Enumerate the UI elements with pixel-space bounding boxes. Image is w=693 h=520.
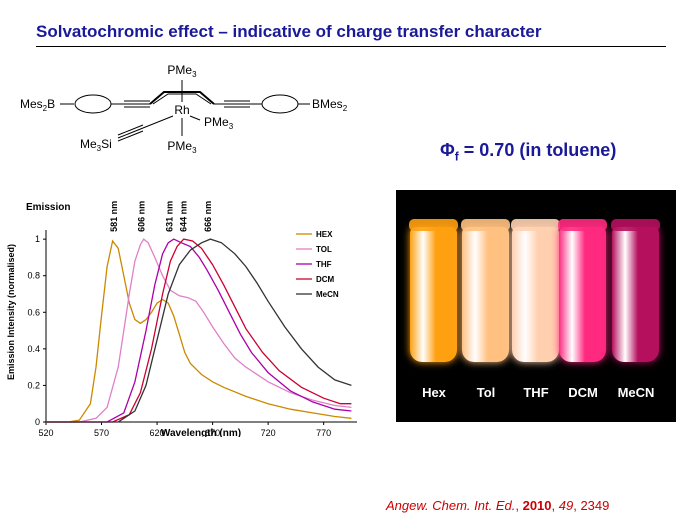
citation-page: 2349 <box>580 498 610 513</box>
x-tick-label: 770 <box>316 428 331 437</box>
y-tick-label: 1 <box>35 234 40 244</box>
series-line-thf <box>46 238 352 423</box>
mes2b-label: Mes2B <box>20 97 55 113</box>
peak-label-mecn: 666 nm <box>203 201 213 232</box>
legend-label-mecn: MeCN <box>316 290 339 299</box>
series-line-dcm <box>46 238 352 423</box>
y-axis-label: Emission Intensity (normalised) <box>6 244 16 380</box>
x-axis-label: Wavelength (nm) <box>161 428 241 437</box>
x-tick-label: 720 <box>261 428 276 437</box>
solvent-vials-photo: Hex Tol THF DCM MeCN <box>396 190 676 422</box>
emission-chart: Emission 520 570 620 670 720 770 0 0.2 0.4 0.6 0.8… <box>6 201 357 437</box>
vial-hex <box>409 219 458 362</box>
vial-label-thf: THF <box>523 385 549 400</box>
legend-label-dcm: DCM <box>316 275 335 284</box>
phi-symbol: Φ <box>440 140 455 160</box>
x-tick-label: 570 <box>94 428 109 437</box>
y-tick-label: 0.4 <box>27 344 40 354</box>
citation-journal: Angew. Chem. Int. Ed. <box>386 498 516 513</box>
vial-label-dcm: DCM <box>568 385 598 400</box>
citation-separator: , <box>573 498 581 513</box>
vial-cap <box>558 219 607 231</box>
legend-label-hex: HEX <box>316 230 333 239</box>
y-tick-label: 0.8 <box>27 271 40 281</box>
series-line-hex <box>46 239 352 423</box>
legend-label-tol: TOL <box>316 245 332 254</box>
quantum-yield: Φf = 0.70 (in toluene) <box>440 140 616 164</box>
vial-cap <box>611 219 660 231</box>
alkyne-silyl-line-2 <box>117 127 144 139</box>
vial-dcm <box>558 219 607 362</box>
citation-separator: , <box>551 498 559 513</box>
vial-label-hex: Hex <box>422 385 446 400</box>
pme3-bottom-label: PMe3 <box>167 139 197 155</box>
alkyne-silyl-line-3 <box>117 130 144 142</box>
bond-rh-alkyne <box>142 115 174 129</box>
citation-volume: 49 <box>558 498 574 513</box>
title-divider <box>36 46 666 47</box>
peak-label-tol: 606 nm <box>137 201 147 232</box>
x-tick-label: 520 <box>38 428 53 437</box>
citation: Angew. Chem. Int. Ed., 2010, 49, 2349 <box>386 498 609 513</box>
alkyne-silyl-line-1 <box>117 124 144 136</box>
series-line-tol <box>46 238 352 423</box>
rh-label: Rh <box>174 103 189 117</box>
slide-title: Solvatochromic effect – indicative of ch… <box>36 22 542 41</box>
left-arene-ring <box>74 94 112 114</box>
phi-subscript: f <box>454 149 459 164</box>
right-arene-ring <box>261 94 299 114</box>
vial-label-mecn: MeCN <box>617 385 655 400</box>
bond-rh-pme3-right <box>189 115 201 121</box>
y-tick-label: 0.6 <box>27 307 40 317</box>
pme3-right-label: PMe3 <box>204 115 234 131</box>
vial-label-tol: Tol <box>476 385 496 400</box>
peak-label-dcm: 644 nm <box>179 201 189 232</box>
vial-cap <box>461 219 510 231</box>
vial-tol <box>461 219 510 362</box>
x-tick-label: 620 <box>150 428 165 437</box>
me3si-label: Me3Si <box>80 137 112 153</box>
bmes2-label: BMes2 <box>312 97 348 113</box>
molecular-structure: PMe3 Rh PMe3 PMe3 Mes2B BMes2 Me3Si <box>20 63 348 155</box>
x-tick-label: 670 <box>205 428 220 437</box>
vial-cap <box>511 219 560 231</box>
vial-thf <box>511 219 560 362</box>
quantum-yield-text: = 0.70 (in toluene) <box>458 140 617 160</box>
citation-separator: , <box>515 498 523 513</box>
pme3-top-label: PMe3 <box>167 63 197 79</box>
chart-title: Emission <box>26 202 70 213</box>
y-tick-label: 0.2 <box>27 380 40 390</box>
y-tick-label: 0 <box>35 417 40 427</box>
peak-label-hex: 581 nm <box>109 201 119 232</box>
peak-label-thf: 631 nm <box>164 201 174 232</box>
series-line-mecn <box>46 238 352 423</box>
vial-cap <box>409 219 458 231</box>
citation-year: 2010 <box>522 498 552 513</box>
legend-label-thf: THF <box>316 260 332 269</box>
vial-mecn <box>611 219 660 362</box>
